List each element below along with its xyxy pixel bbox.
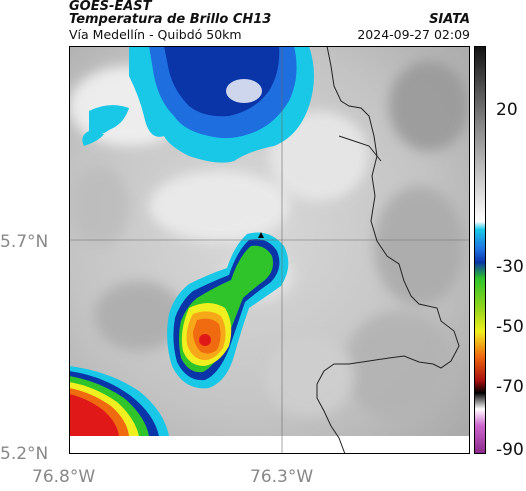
lon-label-76.3: 76.3°W [250,467,314,487]
source-label: SIATA [429,12,470,27]
brightness-temperature-map [69,46,470,454]
convective-cell-bottom-left [69,366,169,436]
product-title: Temperatura de Brillo CH13 [69,12,272,27]
convective-cell-center [167,232,289,389]
region-subtitle: Vía Medellín - Quibdó 50km [69,27,242,42]
colorbar-tick-20: 20 [496,100,518,120]
satellite-title: GOES-EAST [69,0,152,14]
no-data-strip [69,436,470,454]
temperature-colorbar [474,46,486,454]
lat-label-5.2: 5.2°N [0,444,49,464]
cold-cloud-top [82,46,314,163]
department-boundary-2 [338,135,382,162]
colorbar-tick-minus70: -70 [496,377,524,397]
colorbar-tick-minus90: -90 [496,440,524,460]
lon-label-76.8: 76.8°W [32,467,96,487]
datetime-label: 2024-09-27 02:09 [357,27,470,42]
department-boundary [316,46,460,454]
colorbar-tick-minus50: -50 [496,317,524,337]
lat-label-5.7: 5.7°N [0,232,49,252]
colorbar-tick-minus30: -30 [496,257,524,277]
